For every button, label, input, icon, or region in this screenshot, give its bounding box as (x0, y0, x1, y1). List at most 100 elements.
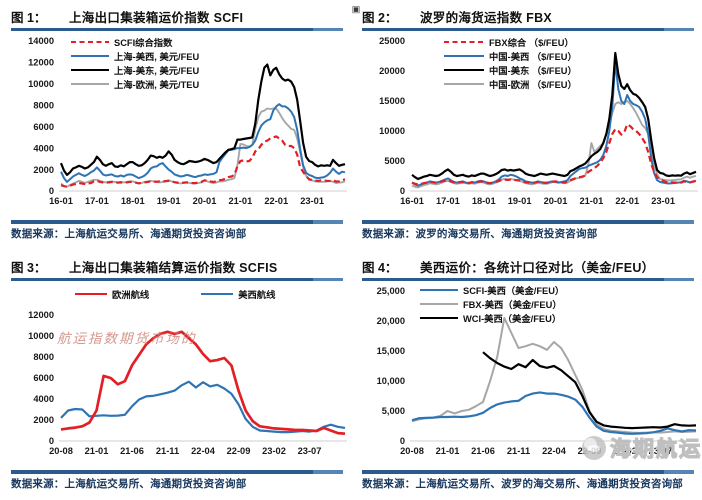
panel-header: 图 4： 美西运价：各统计口径对比（美金/FEU） (362, 257, 694, 276)
scfi-line-chart: 0 2000 4000 6000 8000 10000 12000 14000 16-01 17-… (28, 36, 347, 206)
svg-text:15000: 15000 (379, 96, 405, 106)
legend-label: FBX-美西（美金/FEU） (463, 300, 562, 310)
source-note: 数据来源：上海航运交易所、海通期货投资咨询部 (11, 476, 343, 491)
scfis-line-chart: 0 2000 4000 6000 8000 10000 12000 20-08 21-01 21-… (28, 310, 347, 456)
legend-label: FBX综合 （$/FEU） (489, 38, 574, 48)
svg-text:22-04: 22-04 (542, 446, 567, 456)
figure-label: 图 1： (11, 11, 47, 25)
chart-area-scfis: 0 2000 4000 6000 8000 10000 12000 20-08 21-01 21-… (11, 283, 351, 469)
svg-text:22-01: 22-01 (615, 196, 639, 206)
chart-area-uswc: 0 5,000 10,000 15,000 20,000 25,000 20-08 21-01… (362, 283, 702, 469)
svg-text:22-04: 22-04 (191, 446, 216, 456)
svg-text:20,000: 20,000 (377, 316, 405, 326)
figure-label: 图 4： (362, 261, 398, 275)
svg-text:17-01: 17-01 (436, 196, 460, 206)
title-rule (11, 278, 343, 281)
chart-legend: FBX综合 （$/FEU） 中国-美西 （$/FEU） 中国-美东 （$/FEU） 中… (444, 35, 577, 91)
panel-fbx: 图 2： 波罗的海货运指数 FBX 0 5000 10000 15000 20000 25… (351, 0, 702, 250)
svg-text:22-09: 22-09 (578, 446, 602, 456)
line-swatch-icon (420, 288, 458, 292)
line-swatch-icon (75, 292, 107, 296)
source-text: 波罗的海交易所、海通期货投资咨询部 (415, 227, 598, 240)
source-rule (362, 220, 694, 224)
svg-text:23-02: 23-02 (262, 446, 286, 456)
source-note: 数据来源：波罗的海交易所、海通期货投资咨询部 (362, 226, 694, 241)
title-rule (362, 28, 694, 31)
legend-label: 上海-欧洲, 美元/TEU (114, 80, 200, 90)
svg-text:15,000: 15,000 (377, 346, 405, 356)
svg-text:25000: 25000 (379, 36, 405, 46)
source-note: 数据来源：上海航运交易所、海通期货投资咨询部 (11, 226, 343, 241)
legend-label: 上海-美东, 美元/FEU (114, 66, 200, 76)
svg-text:21-11: 21-11 (156, 446, 179, 456)
svg-text:16-01: 16-01 (49, 196, 73, 206)
svg-text:19-01: 19-01 (508, 196, 532, 206)
source-text: 上海航运交易所、海通期货投资咨询部 (64, 227, 247, 240)
uswc-line-chart: 0 5,000 10,000 15,000 20,000 25,000 20-08 21-01… (377, 286, 698, 456)
svg-text:21-11: 21-11 (507, 446, 530, 456)
figure-label: 图 3： (11, 261, 47, 275)
svg-text:23-07: 23-07 (649, 446, 673, 456)
svg-text:21-01: 21-01 (85, 446, 109, 456)
svg-text:21-01: 21-01 (228, 196, 252, 206)
line-swatch-icon (71, 82, 109, 86)
legend-label: 中国-美东 （$/FEU） (489, 66, 577, 76)
source-label: 数据来源： (362, 227, 416, 240)
chart-area-fbx: 0 5000 10000 15000 20000 25000 16-01 17-01 18-01… (362, 33, 702, 219)
svg-text:16-01: 16-01 (400, 196, 424, 206)
source-text: 上海航运交易所、波罗的海交易所、海通期货投资咨询部 (415, 477, 683, 490)
svg-text:21-06: 21-06 (471, 446, 495, 456)
line-swatch-icon (420, 316, 458, 320)
svg-text:21-06: 21-06 (120, 446, 144, 456)
svg-text:20-08: 20-08 (400, 446, 424, 456)
svg-text:2000: 2000 (33, 415, 54, 425)
svg-text:12000: 12000 (28, 310, 54, 320)
source-label: 数据来源： (362, 477, 416, 490)
dashed-line-swatch-icon (71, 40, 109, 44)
legend-label: WCI-美西（美金/FEU） (463, 314, 562, 324)
svg-text:18-01: 18-01 (472, 196, 496, 206)
legend-label: 美西航线 (238, 290, 276, 300)
legend-item: 上海-美东, 美元/FEU (71, 63, 199, 77)
svg-text:5000: 5000 (384, 156, 405, 166)
svg-text:21-01: 21-01 (436, 446, 460, 456)
line-swatch-icon (201, 292, 234, 296)
legend-item: 中国-美东 （$/FEU） (444, 63, 577, 77)
svg-text:0: 0 (400, 186, 405, 196)
svg-text:22-09: 22-09 (227, 446, 251, 456)
svg-text:17-01: 17-01 (85, 196, 109, 206)
svg-text:10000: 10000 (28, 331, 54, 341)
svg-text:20-08: 20-08 (49, 446, 73, 456)
legend-item: 中国-欧洲 （$/FEU） (444, 77, 577, 91)
svg-text:22-01: 22-01 (264, 196, 288, 206)
svg-text:23-02: 23-02 (613, 446, 637, 456)
line-swatch-icon (444, 54, 484, 58)
legend-label: 上海-美西, 美元/FEU (114, 52, 200, 62)
legend-item: WCI-美西（美金/FEU） (420, 311, 564, 325)
source-label: 数据来源： (11, 227, 65, 240)
panel-scfis: 图 3： 上海出口集装箱结算运价指数 SCFIS 0 2000 4000 6000 80… (0, 250, 351, 500)
svg-text:4000: 4000 (33, 143, 54, 153)
chart-area-scfi: 0 2000 4000 6000 8000 10000 12000 14000 16-01 17-… (11, 33, 351, 219)
panel-uswc-compare: 图 4： 美西运价：各统计口径对比（美金/FEU） 0 5,000 10,000 15… (351, 250, 702, 500)
panel-header: 图 3： 上海出口集装箱结算运价指数 SCFIS (11, 257, 343, 276)
svg-text:20-01: 20-01 (544, 196, 568, 206)
svg-text:23-01: 23-01 (300, 196, 324, 206)
svg-text:21-01: 21-01 (579, 196, 603, 206)
legend-item: 上海-美西, 美元/FEU (71, 49, 199, 63)
line-swatch-icon (444, 68, 484, 72)
dashed-line-swatch-icon (444, 40, 484, 44)
legend-item: 上海-欧洲, 美元/TEU (71, 77, 199, 91)
svg-text:20000: 20000 (379, 66, 405, 76)
legend-item: SCFI-美西（美金/FEU） (420, 283, 564, 297)
source-text: 上海航运交易所、海通期货投资咨询部 (64, 477, 247, 490)
svg-text:14000: 14000 (28, 36, 54, 46)
svg-text:6000: 6000 (33, 122, 54, 132)
svg-text:8000: 8000 (33, 100, 54, 110)
svg-text:25,000: 25,000 (377, 286, 405, 296)
svg-text:4000: 4000 (33, 394, 54, 404)
figure-label: 图 2： (362, 11, 398, 25)
panel-scfi: 图 1： 上海出口集装箱运价指数 SCFI 0 2000 4000 6000 8000 1… (0, 0, 351, 250)
legend-label: SCFI-美西（美金/FEU） (463, 286, 565, 296)
legend-label: 欧洲航线 (112, 290, 150, 300)
